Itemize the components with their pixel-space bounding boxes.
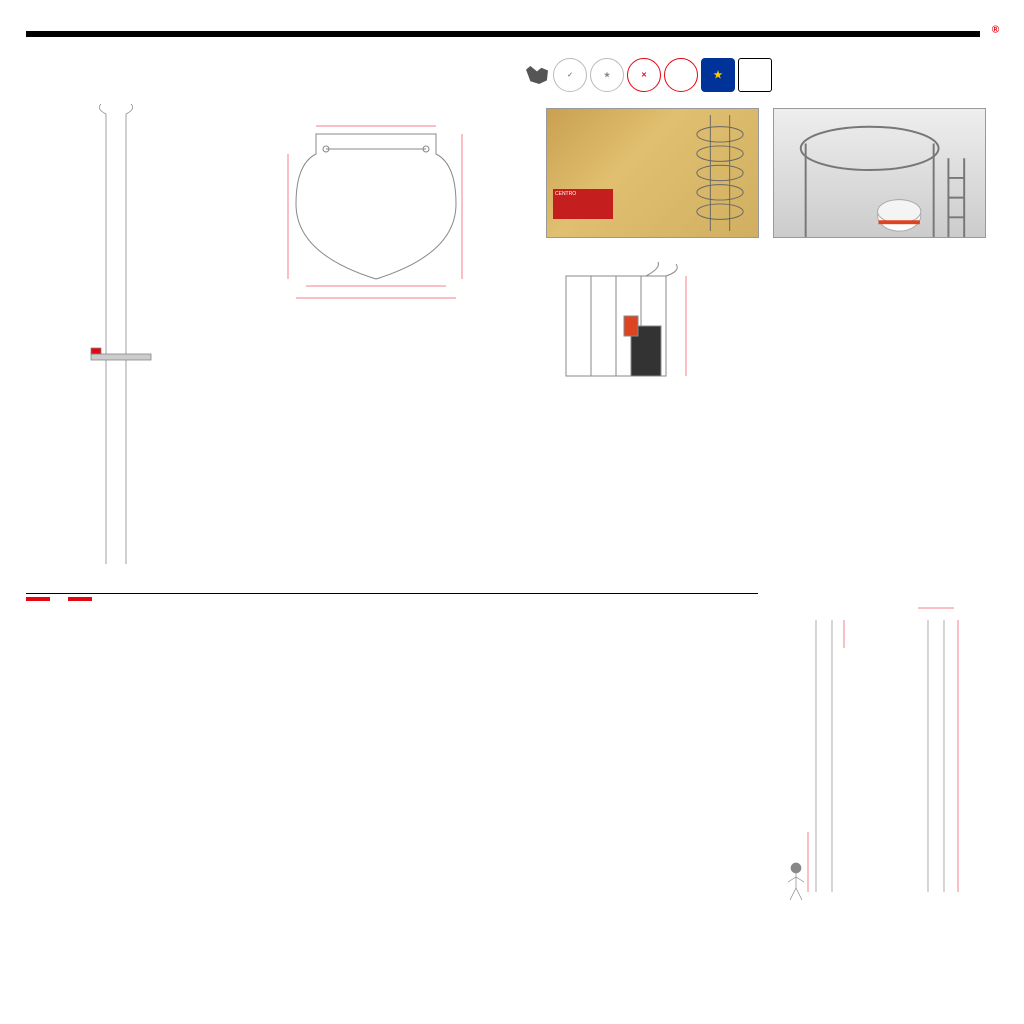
badge-strip: ✓ ★ ✕ ★ xyxy=(526,58,772,92)
cert-badge-2: ★ xyxy=(590,58,624,92)
warranty-badge xyxy=(664,58,698,92)
spain-map-icon xyxy=(526,66,548,84)
side-elevation-drawing xyxy=(778,592,998,915)
eu-badge: ★ xyxy=(701,58,735,92)
ladder-drawing xyxy=(46,104,226,574)
header-bar: ® xyxy=(26,18,998,50)
cage-top-view-drawing xyxy=(256,104,516,304)
specs-table-1 xyxy=(26,597,50,601)
specs-tables xyxy=(26,597,758,601)
tech-specs-title xyxy=(26,592,758,594)
feature1-photo: CENTRO xyxy=(546,108,759,238)
cert-badge-1: ✓ xyxy=(553,58,587,92)
cert-badge-3: ✕ xyxy=(627,58,661,92)
photo-sign: CENTRO xyxy=(553,189,613,219)
section-title xyxy=(26,31,980,37)
brand-logo: ® xyxy=(992,18,998,50)
din-badge xyxy=(738,58,772,92)
feature2-photo xyxy=(773,108,986,238)
note xyxy=(26,605,758,615)
made-in-spain-badge xyxy=(526,66,550,84)
specs-table-2 xyxy=(68,597,92,601)
technical-drawing-area xyxy=(26,100,536,580)
guardrail-drawing xyxy=(546,256,746,386)
